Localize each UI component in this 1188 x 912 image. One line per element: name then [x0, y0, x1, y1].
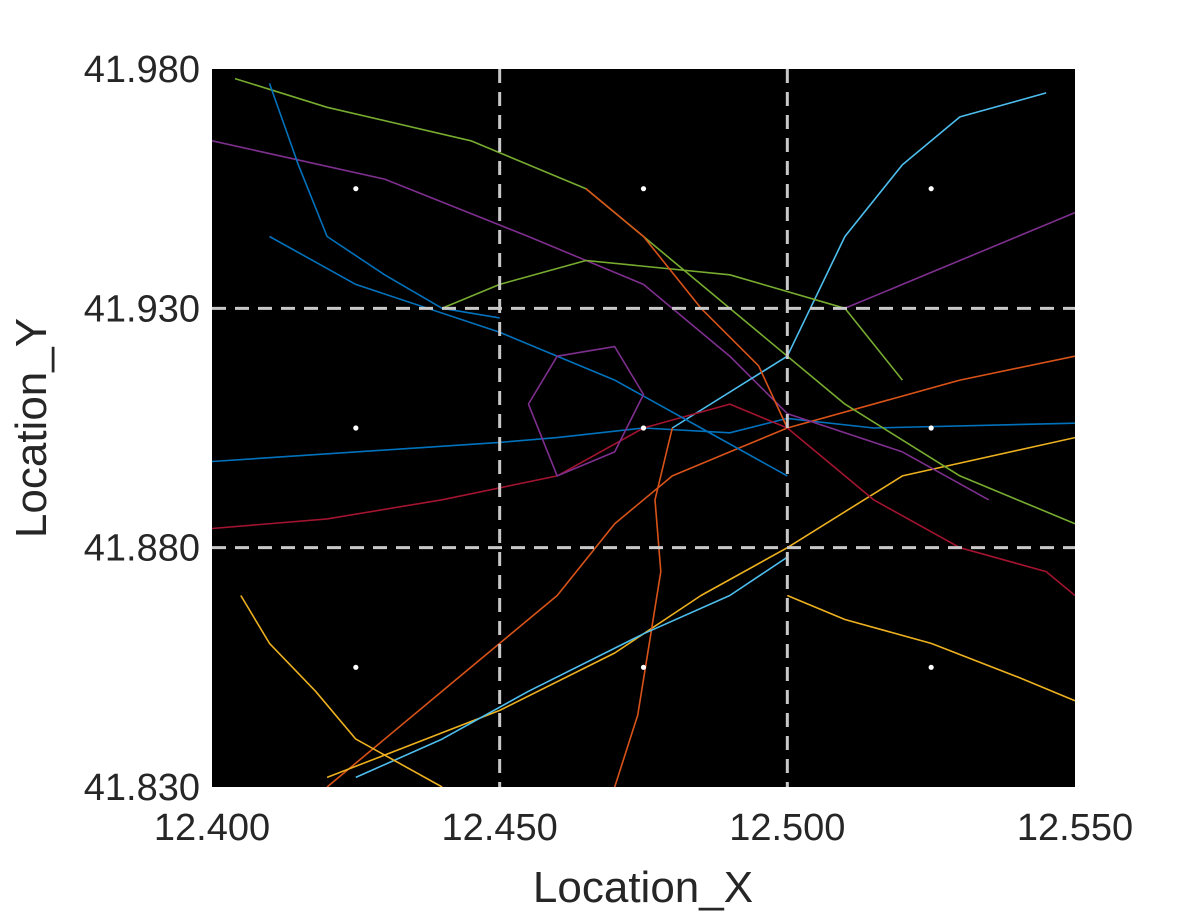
x-tick-label: 12.450 — [442, 807, 558, 849]
trajectory-line — [786, 427, 1075, 597]
trajectory-line — [234, 77, 1075, 525]
y-tick-label: 41.930 — [84, 288, 200, 330]
trajectory-line — [212, 140, 990, 501]
trajectory-line — [527, 345, 645, 477]
y-tick-label: 41.880 — [84, 528, 200, 570]
trajectory-line — [268, 83, 500, 319]
trajectory-line — [240, 595, 443, 787]
y-tick-labels: 41.830 41.880 41.930 41.980 — [84, 49, 200, 809]
x-axis-label: Location_X — [533, 863, 753, 912]
grid-lines — [212, 69, 1075, 787]
center-point — [640, 186, 647, 192]
trajectory-line — [326, 355, 1075, 787]
y-tick-label: 41.830 — [84, 767, 200, 809]
y-axis-label: Location_Y — [7, 318, 56, 538]
center-point — [353, 425, 359, 431]
center-point — [640, 664, 647, 670]
center-point — [928, 425, 934, 431]
center-point — [353, 664, 359, 670]
trajectory-line — [441, 259, 904, 381]
center-point — [928, 186, 934, 192]
trajectory-line — [355, 556, 788, 779]
trajectory-line — [786, 594, 1075, 702]
trajectory-line — [326, 436, 1075, 779]
trajectory-line — [212, 417, 1075, 463]
center-point — [353, 186, 359, 192]
y-tick-label: 41.980 — [84, 49, 200, 91]
x-tick-label: 12.500 — [729, 807, 845, 849]
trajectory-line — [671, 92, 1047, 429]
center-point — [928, 664, 934, 670]
trajectory-traces — [212, 77, 1075, 787]
center-point — [640, 425, 647, 431]
trajectory-line — [844, 211, 1075, 310]
trajectory-line — [613, 427, 674, 787]
x-tick-label: 12.400 — [154, 807, 270, 849]
x-tick-labels: 12.400 12.450 12.500 12.550 — [154, 807, 1133, 849]
cell-center-points — [353, 186, 934, 670]
x-tick-label: 12.550 — [1017, 807, 1133, 849]
